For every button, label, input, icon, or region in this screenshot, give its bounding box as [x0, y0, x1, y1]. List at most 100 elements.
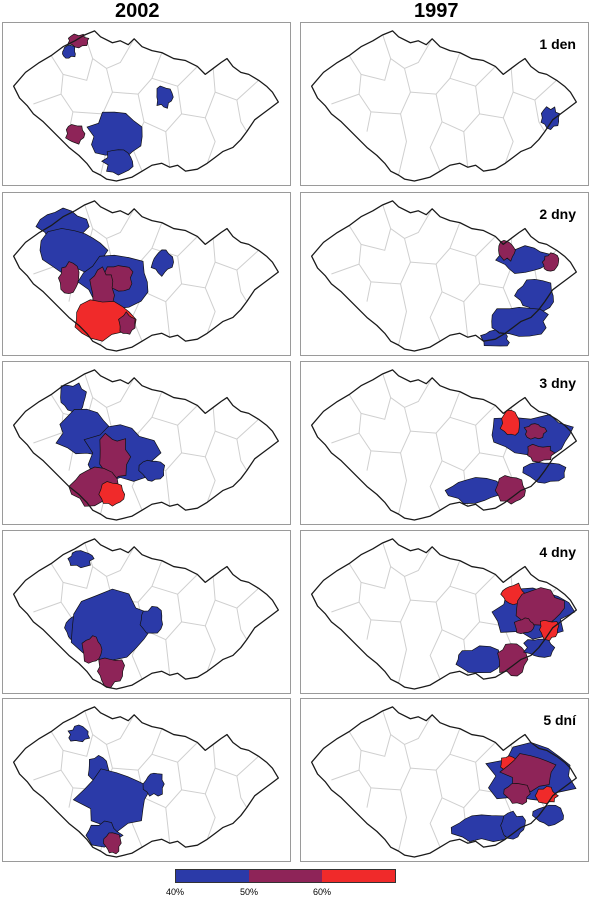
legend-color-bar — [175, 869, 396, 883]
district-boundary — [151, 742, 198, 763]
district-boundary — [151, 574, 198, 595]
legend-swatch-blue — [176, 870, 249, 882]
district-boundary — [214, 418, 259, 440]
district-boundary — [62, 734, 94, 757]
legend-swatch-red — [322, 870, 395, 882]
district-boundary — [204, 793, 216, 840]
czech-map — [12, 538, 280, 690]
czech-map — [310, 369, 578, 521]
district-boundary — [331, 263, 360, 275]
map-panel-2002-1 — [2, 22, 291, 186]
district-boundary — [165, 425, 183, 507]
country-outline — [12, 200, 280, 352]
district-boundary — [370, 111, 401, 115]
district-boundary — [236, 438, 248, 471]
flood-region-purple — [513, 617, 535, 634]
flood-region-purple — [497, 643, 529, 677]
district-boundary — [441, 460, 464, 472]
flood-region-blue — [138, 459, 166, 482]
column-title-1997: 1997 — [414, 0, 459, 22]
legend-tick-50: 50% — [240, 887, 259, 897]
district-boundary — [204, 625, 216, 672]
district-boundary — [112, 728, 163, 771]
country-outline — [12, 538, 280, 690]
czech-map — [310, 538, 578, 690]
district-boundary — [181, 576, 216, 627]
district-boundary — [463, 86, 481, 168]
district-boundary — [410, 391, 461, 434]
district-boundary — [429, 433, 443, 511]
district-boundary — [214, 79, 259, 101]
map-panel-1997-1: 1 den — [300, 22, 589, 186]
panel-label-4-dny: 4 dny — [539, 544, 576, 560]
legend-tick-60: 60% — [313, 887, 332, 897]
legend-swatch-purple — [249, 870, 322, 882]
district-boundary — [236, 99, 248, 132]
czech-map — [310, 706, 578, 858]
district-boundary — [331, 601, 360, 613]
district-boundary — [165, 762, 183, 844]
flood-region-blue — [150, 249, 174, 277]
district-boundary — [441, 121, 464, 133]
flood-region-purple — [118, 311, 136, 335]
district-boundary — [143, 121, 166, 133]
czech-map — [12, 200, 280, 352]
flood-region-purple — [81, 635, 103, 664]
district-boundary — [449, 574, 496, 595]
district-boundary — [463, 256, 481, 338]
district-boundary — [449, 405, 496, 426]
flood-region-blue — [60, 382, 87, 413]
district-boundary — [204, 287, 216, 334]
district-boundary — [151, 66, 198, 87]
flood-region-blue — [101, 149, 134, 176]
district-boundary — [479, 68, 514, 119]
district-boundary — [33, 93, 62, 105]
district-boundary — [441, 797, 464, 809]
district-boundary — [360, 734, 392, 757]
column-title-2002: 2002 — [115, 0, 160, 22]
district-boundary — [143, 797, 166, 809]
flood-region-blue — [62, 44, 76, 59]
district-boundary — [441, 629, 464, 641]
district-boundary — [360, 397, 392, 420]
flood-region-purple — [523, 423, 548, 440]
district-boundary — [50, 731, 74, 808]
country-outline — [12, 369, 280, 521]
district-boundary — [441, 291, 464, 303]
panel-label-1-den: 1 den — [539, 36, 576, 52]
district-boundary — [382, 373, 433, 409]
flood-region-blue — [67, 724, 91, 743]
map-panel-2002-2 — [2, 192, 291, 356]
flood-region-blue — [139, 606, 163, 634]
flood-region-blue — [156, 85, 174, 109]
czech-map — [310, 30, 578, 182]
district-boundary — [382, 542, 433, 578]
flood-region-red — [534, 785, 559, 805]
district-boundary — [214, 755, 259, 777]
district-boundary — [382, 204, 433, 240]
district-boundary — [204, 117, 216, 164]
flood-region-purple — [97, 657, 125, 689]
district-boundary — [370, 281, 401, 285]
map-panel-2002-4 — [2, 530, 291, 694]
flood-region-blue — [455, 645, 502, 673]
map-panel-2002-3 — [2, 361, 291, 525]
flood-region-purple — [494, 475, 526, 505]
flood-region-purple — [541, 252, 560, 272]
district-boundary — [84, 710, 135, 746]
district-boundary — [165, 594, 183, 676]
district-boundary — [398, 238, 411, 346]
district-boundary — [398, 576, 411, 684]
flood-region-blue — [523, 638, 556, 658]
country-outline — [310, 538, 578, 690]
czech-map — [12, 30, 280, 182]
flood-region-purple — [103, 832, 122, 855]
district-boundary — [181, 407, 216, 458]
flood-region-purple — [65, 124, 86, 145]
flood-region-blue — [532, 804, 564, 827]
flood-region-blue — [67, 550, 95, 569]
district-boundary — [410, 728, 461, 771]
district-boundary — [370, 450, 401, 454]
district-boundary — [236, 775, 248, 808]
district-boundary — [429, 94, 443, 172]
